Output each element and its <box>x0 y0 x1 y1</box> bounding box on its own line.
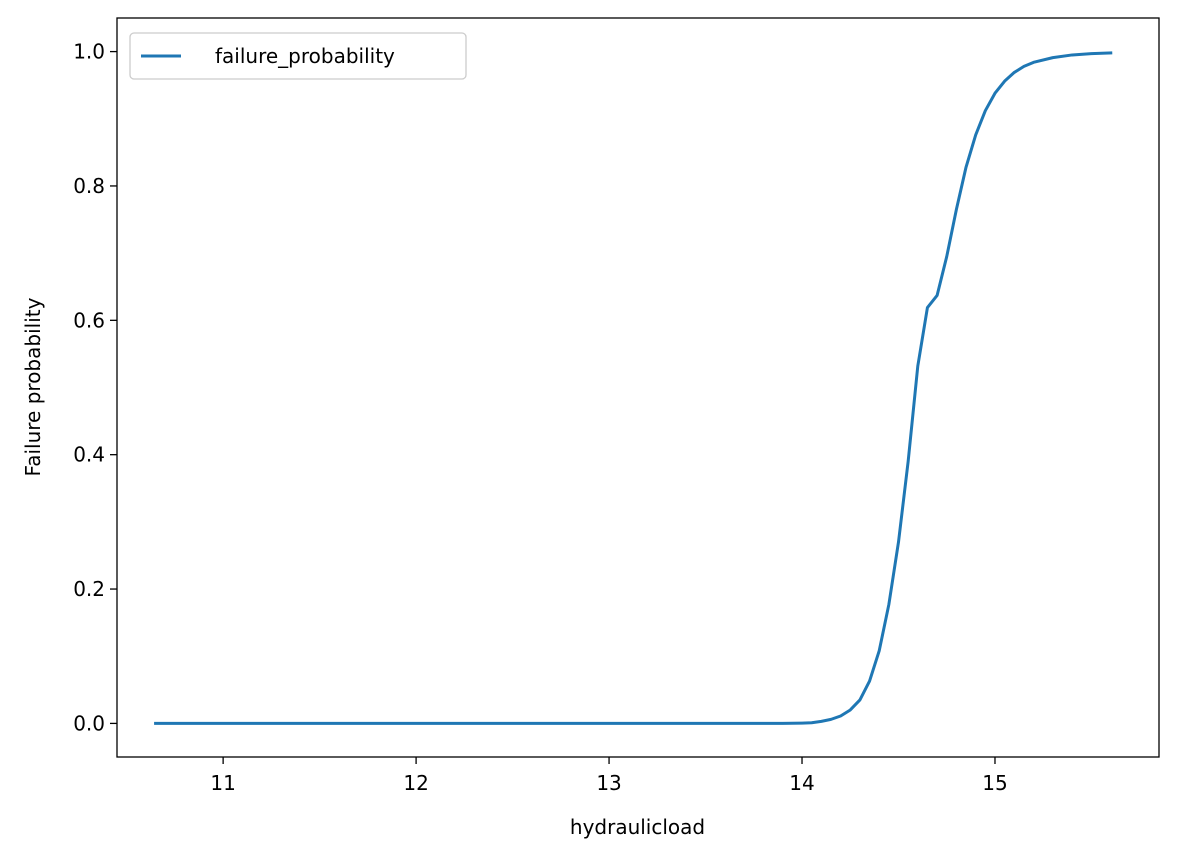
legend-box <box>129 32 467 80</box>
y-tick-label-3: 0.6 <box>73 308 105 332</box>
plot-area <box>154 51 1113 725</box>
x-tick-label-3: 14 <box>789 771 814 795</box>
x-tick-label-2: 13 <box>596 771 621 795</box>
y-tick-label-4: 0.8 <box>73 174 105 198</box>
series-line-0 <box>154 51 1113 725</box>
y-tick-label-5: 1.0 <box>73 40 105 64</box>
plot-frame <box>116 17 1160 758</box>
y-axis: 0.0 0.2 0.4 0.6 0.8 1.0 <box>73 40 117 735</box>
x-tick-label-0: 11 <box>210 771 235 795</box>
y-tick-label-0: 0.0 <box>73 711 105 735</box>
y-axis-label: Failure probability <box>21 297 45 476</box>
legend-label: failure_probability <box>215 44 395 68</box>
legend: failure_probability <box>129 32 467 80</box>
x-axis: 11 12 13 14 15 <box>210 757 1008 795</box>
y-tick-label-1: 0.2 <box>73 577 105 601</box>
x-tick-label-1: 12 <box>403 771 428 795</box>
x-tick-label-4: 15 <box>982 771 1007 795</box>
x-axis-label: hydraulicload <box>570 815 705 839</box>
y-tick-label-2: 0.4 <box>73 443 105 467</box>
